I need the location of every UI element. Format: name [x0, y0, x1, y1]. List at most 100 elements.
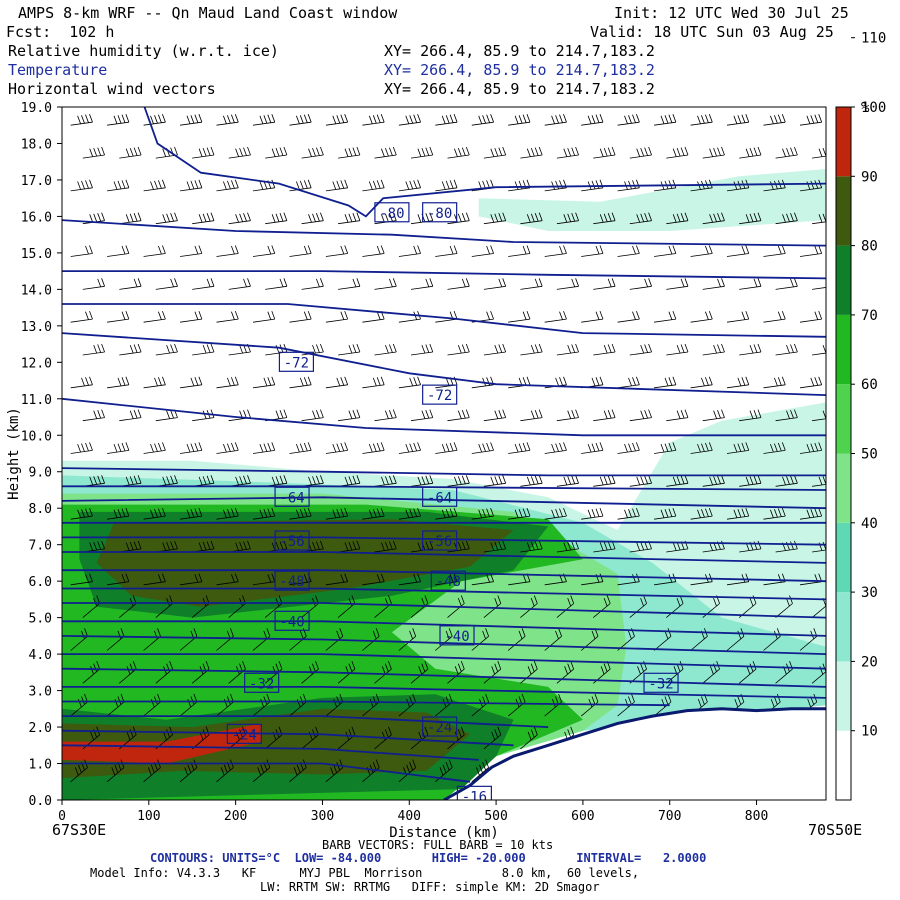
- wind-barb: [654, 442, 677, 454]
- wind-barb: [70, 693, 88, 717]
- wind-barb: [617, 442, 640, 454]
- wind-barb: [483, 409, 507, 422]
- wind-barb: [726, 442, 750, 454]
- wind-barb: [483, 540, 507, 553]
- wind-barb: [82, 475, 105, 487]
- wind-barb: [265, 146, 288, 159]
- colorbar-bin: [836, 592, 851, 662]
- x-tick-label: 0: [58, 809, 66, 824]
- wind-barb: [265, 278, 288, 290]
- wind-barb: [192, 343, 215, 356]
- wind-barb: [726, 245, 750, 257]
- wind-barb: [398, 310, 421, 323]
- wind-barb: [265, 343, 288, 356]
- valid-time: Valid: 18 UTC Sun 03 Aug 25: [590, 23, 834, 41]
- isotherm: [62, 303, 826, 338]
- wind-barb: [629, 146, 652, 159]
- wind-barb: [593, 278, 616, 290]
- x-tick-label: 300: [311, 809, 334, 824]
- wind-barb: [216, 507, 239, 520]
- wind-barb: [338, 343, 361, 356]
- isotherm: [62, 744, 479, 761]
- wind-barb: [228, 343, 251, 356]
- contour-info: CONTOURS: UNITS=°C LOW= -84.000 HIGH= -2…: [150, 851, 707, 865]
- y-tick-label: 15.0: [21, 247, 52, 262]
- wind-barb: [374, 540, 397, 553]
- wind-barb: [775, 212, 798, 225]
- wind-barb: [726, 376, 750, 389]
- wind-barb: [617, 245, 640, 257]
- wind-barb: [508, 376, 531, 389]
- wind-barb: [301, 409, 324, 422]
- wind-barb: [228, 212, 251, 225]
- wind-barb: [106, 693, 125, 717]
- contour-label: -80: [379, 206, 404, 222]
- wind-barb: [629, 409, 652, 422]
- wind-barb: [726, 114, 750, 126]
- wind-barb: [544, 114, 567, 126]
- model-physics: LW: RRTM SW: RRTMG DIFF: simple KM: 2D S…: [260, 880, 600, 894]
- wind-barb: [398, 573, 421, 586]
- isotherm: [62, 219, 826, 247]
- wind-barb: [508, 114, 531, 126]
- contour-label-box: [439, 625, 475, 646]
- wind-barb: [520, 278, 543, 290]
- wind-barb: [775, 409, 798, 422]
- wind-barb: [180, 573, 203, 586]
- wind-barb: [726, 628, 745, 651]
- isotherm: [62, 551, 826, 564]
- wind-barb: [520, 726, 538, 750]
- wind-barb: [107, 179, 130, 192]
- wind-barb: [447, 212, 470, 225]
- wind-barb: [629, 212, 652, 225]
- contour-label-box: [226, 723, 262, 744]
- wind-barb: [410, 212, 434, 225]
- field-xy-temperature: XY= 266.4, 85.9 to 214.7,183.2: [384, 61, 655, 79]
- wind-barb: [70, 114, 93, 126]
- wind-barb: [666, 540, 689, 553]
- wind-barb: [763, 376, 786, 389]
- wind-barb: [252, 573, 276, 586]
- wind-barb: [155, 278, 178, 290]
- wind-barb: [556, 475, 579, 487]
- wind-barb: [593, 660, 611, 684]
- wind-barb: [338, 475, 361, 487]
- wind-barb: [629, 278, 652, 290]
- wind-barb: [143, 693, 161, 717]
- wind-barb: [191, 660, 210, 684]
- contour-label: -32: [249, 676, 274, 692]
- isotherm: [62, 332, 826, 396]
- wind-barb: [666, 409, 689, 422]
- wind-barb: [301, 540, 324, 553]
- wind-barb: [143, 573, 166, 586]
- colorbar-bin: [836, 522, 851, 593]
- wind-barb: [520, 595, 538, 618]
- wind-barb: [581, 442, 604, 454]
- wind-barb: [471, 759, 489, 783]
- wind-barb: [289, 376, 312, 389]
- wind-barb: [228, 660, 246, 684]
- y-tick-label: 19.0: [21, 101, 52, 116]
- wind-barb: [483, 660, 502, 684]
- colorbar-tick-label: 80: [861, 239, 878, 255]
- wind-barb: [325, 628, 344, 651]
- colorbar-tick-label: 30: [861, 585, 878, 601]
- wind-barb: [301, 660, 319, 684]
- wind-barb: [556, 278, 579, 290]
- wind-barb: [593, 146, 616, 159]
- wind-barb: [556, 540, 579, 553]
- wind-barb: [362, 376, 385, 389]
- wind-barb: [228, 475, 251, 487]
- wind-barb: [447, 475, 470, 487]
- wind-barb: [155, 212, 178, 225]
- wind-barb: [471, 376, 494, 389]
- wind-barb: [726, 507, 750, 520]
- init-time: Init: 12 UTC Wed 30 Jul 25: [614, 4, 849, 22]
- contour-label: -64: [427, 490, 452, 506]
- wind-barb: [180, 442, 203, 454]
- wind-barb: [556, 343, 579, 356]
- wind-barb: [362, 114, 385, 126]
- wind-barb: [70, 507, 93, 520]
- colorbar-tick-label: 50: [861, 447, 878, 463]
- barb-info: BARB VECTORS: FULL BARB = 10 kts: [322, 838, 554, 852]
